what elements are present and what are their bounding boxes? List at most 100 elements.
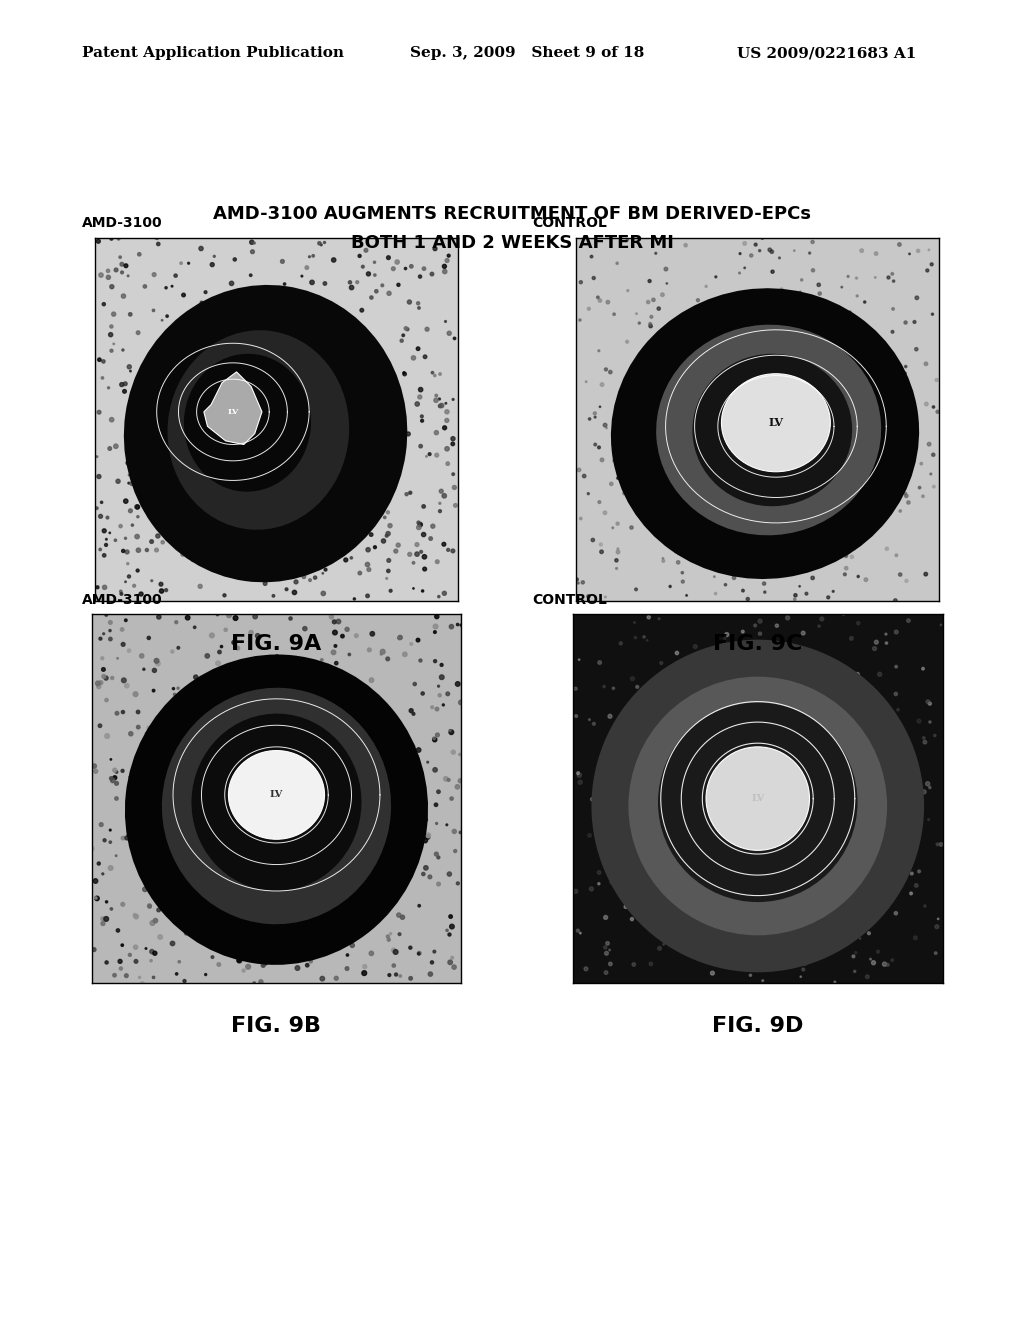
- Point: [180, 781, 197, 803]
- Point: [252, 927, 268, 948]
- Point: [697, 929, 714, 950]
- Point: [197, 768, 213, 789]
- Point: [342, 329, 358, 350]
- Point: [162, 842, 178, 863]
- Point: [428, 385, 444, 407]
- Point: [598, 962, 614, 983]
- Point: [433, 667, 450, 688]
- Point: [624, 517, 640, 539]
- Point: [599, 933, 615, 954]
- Point: [203, 533, 219, 554]
- Point: [204, 916, 220, 937]
- Point: [180, 252, 197, 273]
- Point: [401, 544, 418, 565]
- Point: [380, 648, 396, 669]
- Point: [308, 750, 325, 771]
- Point: [92, 506, 109, 527]
- Point: [166, 859, 182, 880]
- Point: [290, 754, 306, 775]
- Point: [604, 787, 621, 808]
- Point: [441, 322, 458, 343]
- Point: [757, 862, 773, 883]
- Point: [445, 957, 462, 978]
- Point: [229, 638, 246, 659]
- Point: [98, 689, 115, 710]
- Point: [672, 755, 688, 776]
- Point: [223, 273, 240, 294]
- Point: [289, 302, 305, 323]
- Point: [437, 768, 454, 789]
- Point: [147, 825, 164, 846]
- Point: [211, 954, 227, 975]
- Point: [331, 917, 347, 939]
- Point: [190, 329, 207, 350]
- Point: [683, 334, 699, 355]
- Point: [623, 372, 639, 393]
- Point: [121, 566, 137, 587]
- Point: [116, 669, 132, 690]
- Point: [415, 682, 431, 704]
- Point: [719, 744, 735, 766]
- Point: [344, 935, 360, 956]
- Point: [774, 652, 791, 673]
- Point: [841, 397, 857, 418]
- Point: [732, 243, 749, 264]
- Point: [643, 306, 659, 327]
- Point: [643, 784, 659, 805]
- Point: [144, 912, 161, 933]
- Point: [397, 257, 414, 279]
- Point: [113, 581, 129, 602]
- Point: [809, 325, 825, 346]
- Point: [220, 284, 237, 305]
- Point: [96, 577, 113, 598]
- Point: [269, 566, 286, 587]
- Point: [707, 566, 723, 587]
- Point: [438, 401, 455, 422]
- Point: [856, 379, 872, 400]
- Point: [427, 238, 443, 259]
- Point: [342, 272, 358, 293]
- Point: [140, 717, 157, 738]
- Point: [138, 540, 155, 561]
- Point: [169, 760, 185, 781]
- Point: [291, 677, 307, 698]
- Point: [650, 334, 667, 355]
- Point: [584, 246, 600, 267]
- Point: [215, 924, 231, 945]
- Ellipse shape: [706, 747, 810, 850]
- Point: [130, 717, 146, 738]
- Point: [247, 734, 263, 755]
- Point: [95, 623, 112, 644]
- Point: [617, 896, 634, 917]
- Point: [241, 527, 257, 548]
- Point: [666, 855, 682, 876]
- Point: [276, 347, 293, 368]
- Point: [830, 715, 847, 737]
- Point: [300, 840, 316, 861]
- Point: [120, 265, 136, 286]
- Point: [435, 694, 452, 715]
- Point: [696, 428, 713, 449]
- Point: [366, 725, 382, 746]
- Point: [199, 907, 215, 928]
- Point: [301, 921, 317, 942]
- Point: [752, 341, 768, 362]
- Point: [177, 422, 194, 444]
- Point: [767, 442, 783, 463]
- Point: [367, 537, 383, 558]
- Point: [276, 374, 293, 395]
- Point: [102, 612, 119, 634]
- Point: [266, 300, 283, 321]
- Point: [740, 693, 757, 714]
- Point: [381, 751, 397, 772]
- Point: [814, 609, 830, 630]
- Point: [909, 813, 926, 834]
- Point: [642, 315, 658, 337]
- Point: [388, 540, 404, 561]
- Point: [639, 630, 655, 651]
- Point: [204, 428, 220, 449]
- Point: [204, 729, 220, 750]
- Point: [219, 492, 236, 513]
- Point: [200, 549, 216, 570]
- Point: [865, 486, 882, 507]
